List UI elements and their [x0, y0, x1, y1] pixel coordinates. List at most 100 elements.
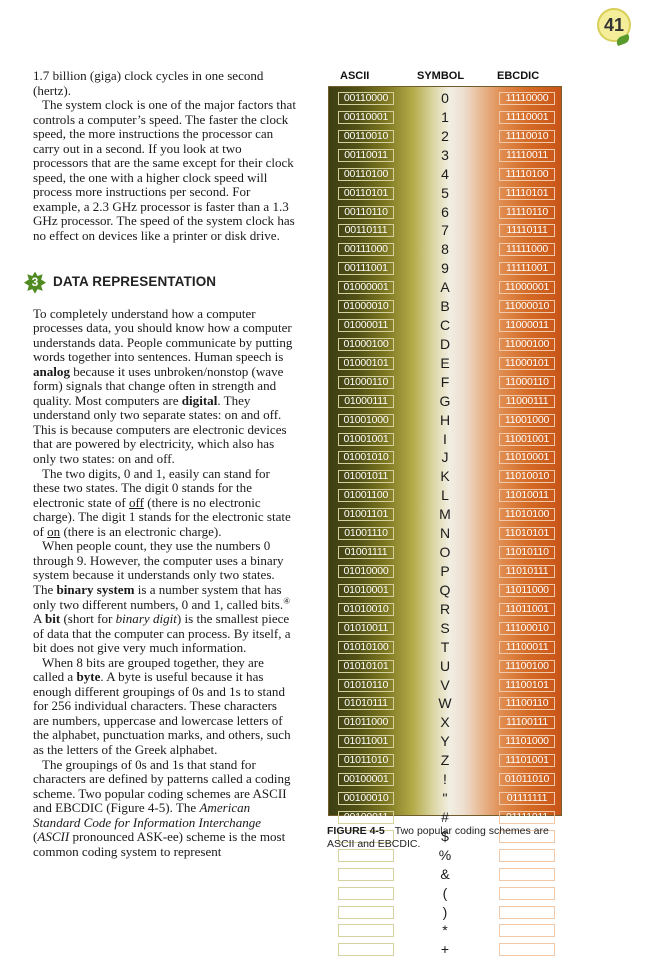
table-row: 00100011 #01111011	[329, 808, 561, 827]
term-bit: bit	[44, 611, 61, 627]
ebcdic-code-cell: 11000010	[499, 300, 555, 314]
ebcdic-code-cell: 11000011	[499, 319, 555, 333]
term-byte: byte	[76, 669, 101, 685]
table-row: 00100110 & 01010000	[329, 865, 561, 884]
table-row: 01001101 M 11010100	[329, 505, 561, 524]
ascii-code-cell: 01011000	[338, 716, 394, 730]
symbol-cell: S	[440, 619, 450, 636]
symbol-cell: J	[441, 449, 449, 466]
table-row: 00101001) 01011101	[329, 903, 561, 922]
table-row: 01000001 A 11000001	[329, 278, 561, 297]
ebcdic-code-cell: 11100101	[499, 678, 555, 692]
paragraph-7: The groupings of 0s and 1s that stand fo…	[33, 756, 291, 859]
symbol-cell: 8	[441, 241, 449, 258]
ebcdic-code-cell: 11100111	[499, 716, 555, 730]
term-binary-system: binary system	[56, 581, 135, 597]
ebcdic-code-cell: 01011010	[499, 773, 555, 787]
ebcdic-code-cell: 01011011	[499, 829, 555, 843]
section-heading: 3 DATA REPRESENTATION	[23, 271, 296, 294]
symbol-cell: K	[440, 468, 450, 485]
symbol-cell: (	[442, 884, 448, 901]
page-number-badge: 41	[597, 8, 631, 42]
symbol-cell: $	[441, 827, 449, 844]
ebcdic-code-cell: 11110010	[499, 129, 555, 143]
ebcdic-code-cell: 01011101	[499, 905, 555, 919]
table-row: 01001111 O 11010110	[329, 543, 561, 562]
coding-scheme-table: 00110000 0 11110000 00110001 1 11110001 001100…	[328, 86, 562, 957]
ebcdic-code-cell: 11100011	[499, 640, 555, 654]
table-row: 01010110 V 11100101	[329, 676, 561, 695]
ascii-code-cell: 01000001	[338, 281, 394, 295]
ebcdic-code-cell: 01001110	[499, 943, 555, 957]
symbol-cell: U	[439, 657, 451, 674]
ebcdic-code-cell: 11111000	[499, 243, 555, 257]
table-row: 01010101 U 11100100	[329, 657, 561, 676]
symbol-cell: M	[439, 506, 451, 523]
symbol-cell: 9	[441, 260, 449, 277]
ebcdic-code-cell: 11100110	[499, 697, 555, 711]
ascii-code-cell: 00111001	[338, 262, 394, 276]
figure-caption: FIGURE 4-5 Two popular coding schemes are…	[327, 825, 572, 850]
ascii-code-cell: 01001110	[338, 527, 394, 541]
symbol-cell: R	[439, 600, 451, 617]
paragraph-2: The system clock is one of the major fac…	[33, 97, 296, 244]
table-row: 00110010 2 11110010	[329, 127, 561, 146]
symbol-cell: F	[440, 373, 450, 390]
ebcdic-code-cell: 11000111	[499, 394, 555, 408]
paragraph-1: 1.7 billion (giga) clock cycles in one s…	[33, 68, 264, 98]
ascii-code-cell: 00101011	[338, 943, 394, 957]
symbol-cell: I	[443, 430, 447, 447]
ascii-code-cell: 00110111	[338, 224, 394, 238]
symbol-cell: A	[440, 279, 450, 296]
section-number: 3	[31, 274, 39, 289]
table-row: 01000111 G 11000111	[329, 392, 561, 411]
ebcdic-code-cell: 11001000	[499, 413, 555, 427]
table-row: 01010011 S 11100010	[329, 619, 561, 638]
symbol-cell: Y	[440, 733, 450, 750]
table-row: 01001110 N 11010101	[329, 524, 561, 543]
symbol-cell: T	[440, 638, 450, 655]
symbol-cell: #	[441, 808, 449, 825]
ebcdic-code-cell: 11010100	[499, 508, 555, 522]
ebcdic-code-cell: 11000100	[499, 337, 555, 351]
ascii-code-cell: 01010010	[338, 602, 394, 616]
table-row: 01000110 F 11000110	[329, 373, 561, 392]
ascii-code-cell: 00110001	[338, 110, 394, 124]
ascii-code-cell: 00100011	[338, 810, 394, 824]
ascii-code-cell: 00110000	[338, 92, 394, 105]
symbol-cell: N	[439, 525, 451, 542]
symbol-cell: V	[440, 676, 450, 693]
table-row: 00111001 9 11111001	[329, 259, 561, 278]
table-row: 00101010 * 01011100	[329, 921, 561, 940]
symbol-cell: C	[439, 317, 451, 334]
ascii-code-cell: 01001101	[338, 508, 394, 522]
ebcdic-code-cell: 11101000	[499, 735, 555, 749]
symbol-cell: "	[442, 790, 448, 807]
ebcdic-code-cell: 11100100	[499, 659, 555, 673]
ascii-code-cell: 01010101	[338, 659, 394, 673]
ascii-code-cell: 00100001	[338, 773, 394, 787]
table-row: 01011001 Y 11101000	[329, 732, 561, 751]
symbol-cell: Q	[439, 581, 451, 598]
ascii-code-cell: 00110010	[338, 129, 394, 143]
ascii-code-cell: 01001010	[338, 451, 394, 465]
ascii-code-cell: 01010001	[338, 583, 394, 597]
ascii-code-cell: 01000100	[338, 337, 394, 351]
ascii-code-cell: 01010011	[338, 621, 394, 635]
term-digital: digital	[181, 392, 218, 408]
table-row: 00100010 " 01111111	[329, 789, 561, 808]
ascii-code-cell: 00110011	[338, 148, 394, 162]
ascii-code-cell: 00100110	[338, 867, 394, 881]
table-row: 01010001 Q 11011000	[329, 581, 561, 600]
page-number: 41	[603, 14, 625, 35]
ebcdic-code-cell: 11110101	[499, 186, 555, 200]
table-row: 01010010 R 11011001	[329, 600, 561, 619]
symbol-cell: )	[442, 903, 448, 920]
table-row: 01001100 L 11010011	[329, 486, 561, 505]
body-text-column: 1.7 billion (giga) clock cycles in one s…	[24, 68, 296, 859]
ascii-code-cell: 01000011	[338, 319, 394, 333]
ebcdic-code-cell: 11001001	[499, 432, 555, 446]
symbol-cell: +	[440, 941, 450, 958]
reference-marker: ④	[283, 596, 291, 606]
table-row: 00100001! 01011010	[329, 770, 561, 789]
